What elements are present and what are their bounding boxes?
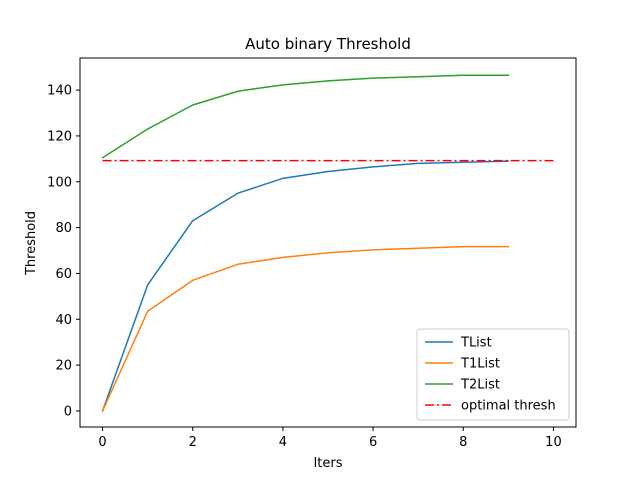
y-axis: 0 20 40 60 80 100 120 140 xyxy=(47,84,80,419)
y-tick-label: 0 xyxy=(64,404,72,419)
legend: TList T1List T2List optimal thresh xyxy=(416,328,570,421)
y-tick-label: 20 xyxy=(55,359,72,374)
legend-label: TList xyxy=(460,336,492,351)
x-tick-label: 6 xyxy=(369,435,377,450)
plot-lines xyxy=(101,74,554,412)
y-axis-label: Threshold xyxy=(24,211,39,276)
y-tick-label: 120 xyxy=(47,129,72,144)
legend-label: T2List xyxy=(460,378,500,393)
x-tick-label: 4 xyxy=(279,435,287,450)
y-tick-label: 80 xyxy=(55,221,72,236)
series-line-tlist xyxy=(101,160,510,412)
legend-label: optimal thresh xyxy=(461,399,556,414)
legend-box xyxy=(416,328,570,421)
y-tick-label: 140 xyxy=(47,84,72,99)
x-tick-label: 0 xyxy=(98,435,106,450)
y-tick-label: 40 xyxy=(55,313,72,328)
series-line-t1list xyxy=(101,245,510,412)
x-axis: 0 2 4 6 8 10 xyxy=(98,427,562,450)
plot-frame xyxy=(79,57,577,428)
y-tick-label: 100 xyxy=(47,175,72,190)
x-axis-label: Iters xyxy=(313,456,342,471)
y-tick-label: 60 xyxy=(55,267,72,282)
x-tick-label: 8 xyxy=(459,435,467,450)
chart-title: Auto binary Threshold xyxy=(245,35,411,53)
legend-label: T1List xyxy=(460,357,500,372)
series-line-t2list xyxy=(101,74,510,159)
x-tick-label: 2 xyxy=(189,435,197,450)
x-tick-label: 10 xyxy=(545,435,562,450)
